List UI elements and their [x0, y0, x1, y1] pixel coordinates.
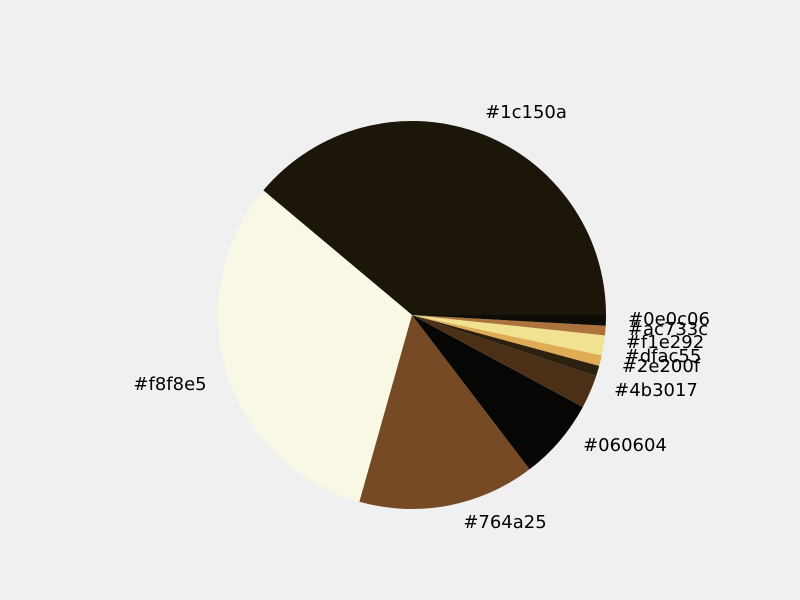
- pie-slice: [412, 315, 583, 470]
- pie-slice: [359, 315, 530, 509]
- pie-slice: [263, 120, 606, 316]
- slice-label: #f1e292: [626, 332, 704, 353]
- slice-label: #1c150a: [485, 102, 567, 123]
- pie-slice: [412, 315, 606, 326]
- slice-label: #f8f8e5: [133, 374, 206, 395]
- pie-slice: [412, 315, 597, 407]
- slice-label: #ac733c: [628, 319, 708, 340]
- slice-label: #060604: [583, 435, 667, 456]
- pie-slice: [217, 190, 412, 502]
- slice-label: #0e0c06: [628, 309, 710, 330]
- pie-slice: [412, 315, 602, 366]
- slice-label: #dfac55: [625, 346, 702, 367]
- slice-label: #764a25: [463, 512, 546, 533]
- slice-label: #4b3017: [614, 380, 698, 401]
- slice-label: #2e200f: [622, 356, 701, 377]
- pie-slice: [412, 315, 600, 377]
- pie-slice: [412, 315, 606, 336]
- pie-slice: [412, 315, 605, 356]
